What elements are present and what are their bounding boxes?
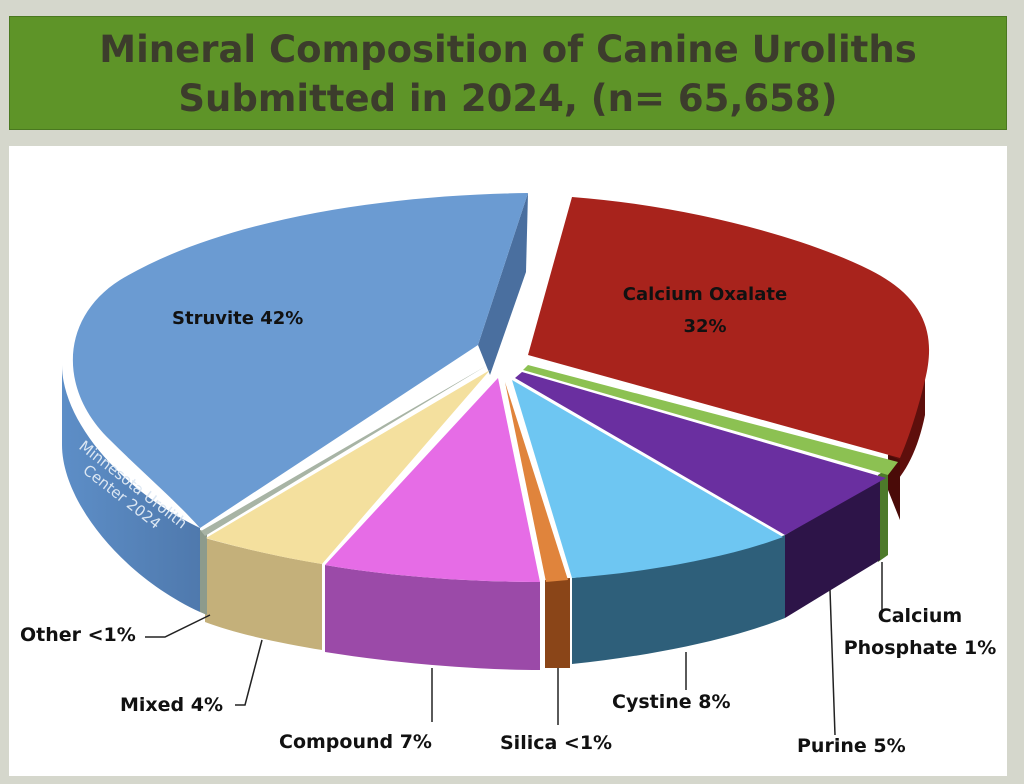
label-cystine: Cystine 8% bbox=[612, 691, 731, 713]
slice-mixed bbox=[206, 370, 490, 564]
chart-title-line-2: Submitted in 2024, (n= 65,658) bbox=[178, 77, 838, 120]
slice-side-oxalate bbox=[888, 360, 925, 490]
label-calcium-oxalate-line-2: 32% bbox=[683, 316, 726, 337]
slice-cystine bbox=[512, 380, 783, 578]
label-silica: Silica <1% bbox=[500, 732, 612, 754]
leader-mixed bbox=[235, 639, 263, 706]
slice-side-mixed bbox=[205, 538, 322, 650]
slice-side-struvite-cut bbox=[478, 193, 528, 375]
chart-title-banner: Mineral Composition of Canine Uroliths S… bbox=[9, 16, 1007, 130]
slice-side-struvite bbox=[62, 365, 200, 612]
slice-other bbox=[201, 366, 486, 536]
slice-side-silica bbox=[545, 578, 570, 668]
slice-silica bbox=[505, 382, 568, 582]
chart-title: Mineral Composition of Canine Uroliths S… bbox=[60, 23, 956, 123]
leader-other bbox=[145, 614, 211, 638]
label-calcium-oxalate-line-1: Calcium Oxalate bbox=[623, 284, 787, 305]
label-ca-phosphate-line-1: Calcium bbox=[878, 605, 962, 627]
slice-side-other bbox=[200, 530, 207, 615]
slice-side-ca-phosphate bbox=[878, 468, 888, 562]
slice-purine bbox=[515, 372, 886, 535]
label-mixed: Mixed 4% bbox=[120, 694, 223, 716]
chart-title-line-1: Mineral Composition of Canine Uroliths bbox=[99, 28, 917, 71]
slice-side-compound bbox=[325, 565, 540, 670]
slice-side-cystine bbox=[572, 535, 785, 664]
label-struvite: Struvite 42% bbox=[172, 308, 303, 329]
leader-purine bbox=[829, 589, 836, 736]
label-ca-phosphate-line-2: Phosphate 1% bbox=[844, 637, 997, 659]
slice-compound bbox=[325, 378, 540, 582]
slice-calcium-phosphate bbox=[523, 365, 898, 475]
label-purine: Purine 5% bbox=[797, 735, 906, 757]
slice-side-oxalate-inner bbox=[888, 455, 900, 520]
label-compound: Compound 7% bbox=[279, 731, 432, 753]
slice-side-purine bbox=[785, 478, 880, 618]
label-other: Other <1% bbox=[20, 624, 136, 646]
slice-calcium-oxalate bbox=[528, 197, 930, 458]
slice-struvite bbox=[72, 193, 528, 528]
